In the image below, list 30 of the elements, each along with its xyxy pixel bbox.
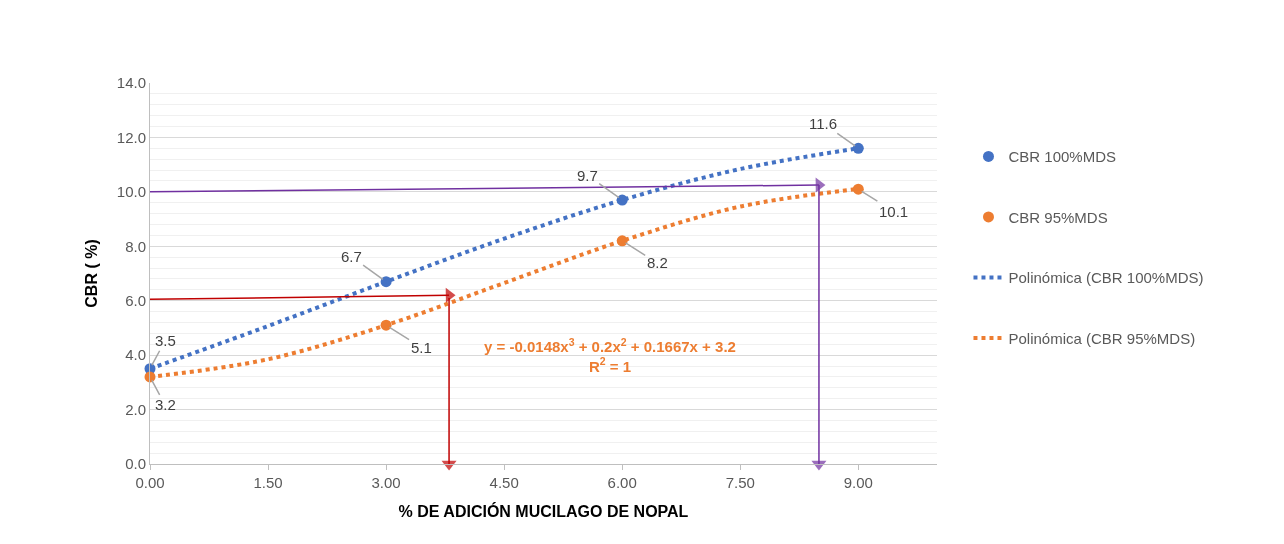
x-tick-label: 0.00	[135, 474, 165, 491]
text: y = -0.0148x$^{3}$ + 0.2x$^{2}$ + 0.1667x + 3.2 R$^{2}$ = 1	[484, 336, 736, 375]
y-tick-label: 8.0	[125, 237, 146, 255]
legend-label: Polinómica (CBR 100%MDS)	[1008, 269, 1204, 287]
x-tick-label: 6.00	[607, 474, 637, 491]
legend-label: CBR 95%MDS	[1008, 208, 1108, 226]
data-label: 10.1	[879, 203, 909, 220]
data-label: 11.6	[809, 115, 838, 132]
x-axis-title: % DE ADICIÓN MUCILAGO DE NOPAL	[398, 501, 689, 520]
y-axis-title: CBR ( %)	[82, 239, 100, 308]
data-label: 8.2	[647, 254, 668, 271]
y-tick-label: 12.0	[116, 128, 146, 146]
y-tick-label: 2.0	[125, 400, 146, 418]
y-tick-label: 6.0	[125, 291, 146, 309]
data-label: 3.5	[155, 332, 176, 349]
legend-label: Polinómica (CBR 95%MDS)	[1008, 329, 1196, 347]
y-tick-label: 0.0	[125, 455, 146, 473]
data-label: 3.2	[155, 396, 176, 413]
x-tick-label: 3.00	[371, 474, 401, 491]
data-label: 9.7	[577, 167, 598, 184]
y-tick-label: 14.0	[116, 74, 146, 92]
x-tick-label: 7.50	[725, 474, 755, 491]
y-tick-label: 4.0	[125, 346, 146, 364]
legend-label: CBR 100%MDS	[1008, 148, 1117, 166]
x-tick-label: 4.50	[489, 474, 519, 491]
data-label: 6.7	[341, 248, 362, 265]
x-tick-label: 9.00	[843, 474, 873, 491]
data-label: 5.1	[411, 339, 432, 356]
y-tick-label: 10.0	[116, 183, 146, 201]
x-tick-label: 1.50	[253, 474, 283, 491]
